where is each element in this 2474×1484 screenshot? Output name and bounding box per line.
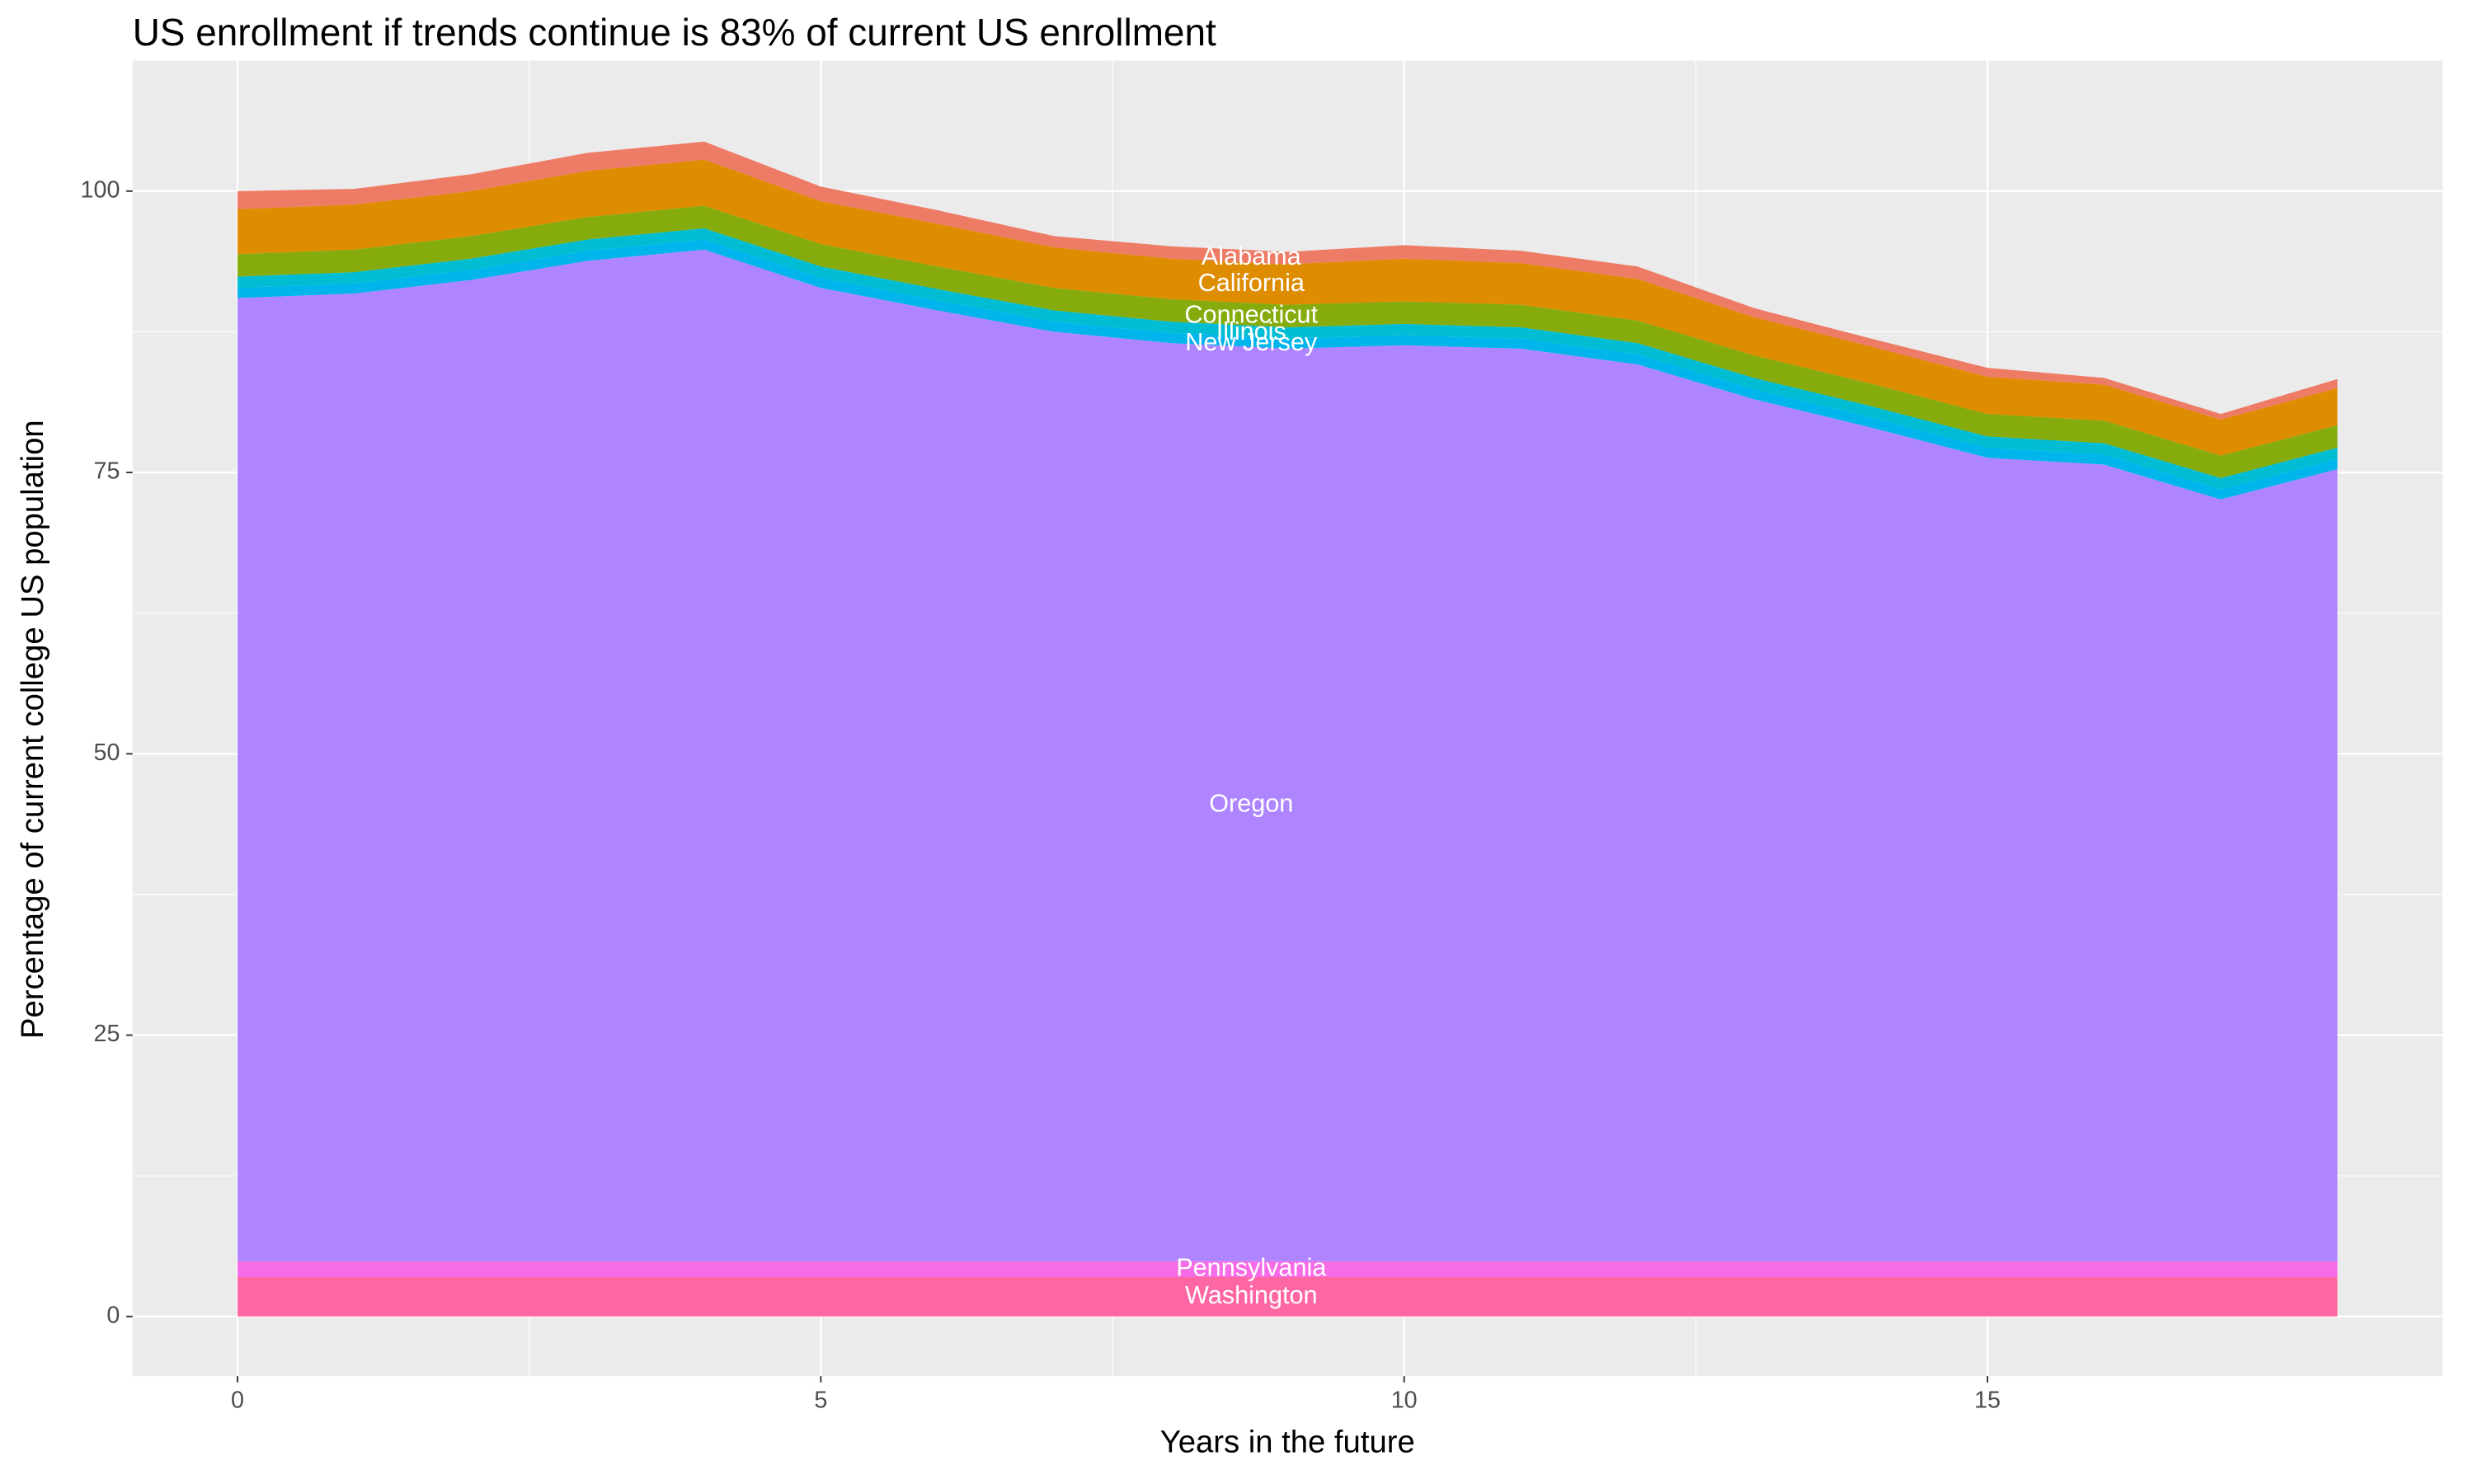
y-tick-label: 0 [106, 1302, 120, 1328]
area-label: Pennsylvania [1176, 1254, 1327, 1282]
y-tick-label: 75 [93, 458, 120, 485]
y-axis-title: Percentage of current college US populat… [15, 420, 50, 1039]
areas [238, 141, 2338, 1317]
area-label: Illinois [1216, 317, 1286, 345]
y-tick-label: 100 [81, 176, 120, 203]
area [238, 249, 2338, 1261]
area [238, 1261, 2338, 1278]
y-tick-label: 25 [93, 1021, 120, 1047]
area-label: Oregon [1209, 789, 1293, 817]
x-tick-label: 5 [814, 1387, 827, 1413]
chart-title: US enrollment if trends continue is 83% … [133, 11, 1216, 54]
axes: 0 25 50 75 100 0 5 10 15 [81, 176, 2001, 1413]
x-axis-title: Years in the future [1160, 1425, 1415, 1460]
x-tick-label: 15 [1974, 1387, 2001, 1413]
area-label: Connecticut [1184, 300, 1318, 328]
area-label: California [1198, 269, 1305, 297]
area-label: Alabama [1202, 242, 1302, 270]
area-label: New Jersey [1185, 328, 1318, 356]
y-tick-label: 50 [93, 740, 120, 766]
area [238, 1277, 2338, 1317]
x-tick-label: 0 [231, 1387, 244, 1413]
area-label: Washington [1185, 1281, 1318, 1309]
x-tick-label: 10 [1391, 1387, 1418, 1413]
area [238, 159, 2338, 456]
